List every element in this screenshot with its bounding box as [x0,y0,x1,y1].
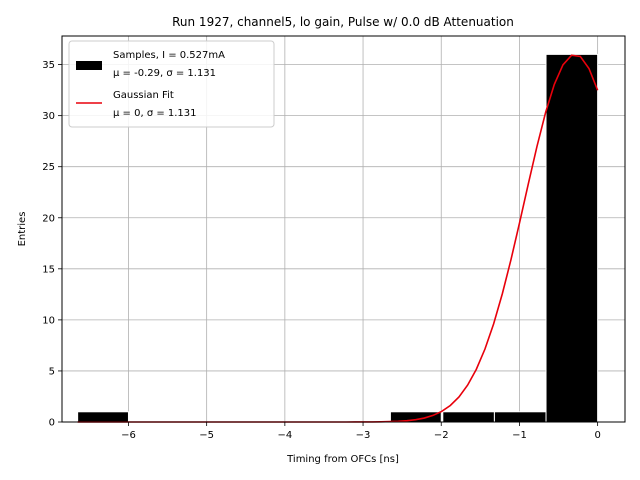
histogram-bars [77,53,599,423]
y-tick-label: 10 [42,315,55,326]
y-tick-label: 35 [42,60,55,71]
y-tick-label: 20 [42,213,55,224]
histogram-bar [545,53,599,423]
legend-fit-stats: μ = 0, σ = 1.131 [113,108,197,119]
y-axis: 0 5 10 15 20 25 30 35 [42,60,62,429]
x-tick-label: −5 [199,430,214,441]
x-tick-label: −3 [356,430,371,441]
legend-samples-label: Samples, I = 0.527mA [113,50,225,61]
x-tick-label: −4 [277,430,292,441]
y-tick-label: 0 [49,418,55,429]
x-tick-label: 0 [594,430,600,441]
x-tick-label: −6 [121,430,136,441]
y-tick-label: 15 [42,264,55,275]
y-tick-label: 5 [49,366,55,377]
legend: Samples, I = 0.527mA μ = -0.29, σ = 1.13… [68,40,275,128]
plot-frame [61,35,626,423]
histogram-bar [442,411,495,423]
histogram-bar [493,411,547,423]
x-tick-label: −2 [434,430,449,441]
x-tick-label: −1 [512,430,527,441]
y-tick-label: 30 [42,111,55,122]
grid [62,36,625,423]
y-tick-label: 25 [42,162,55,173]
legend-samples-swatch [76,61,102,70]
y-axis-label: Entries [17,212,28,247]
x-axis-label: Timing from OFCs [ns] [286,454,399,465]
chart-title: Run 1927, channel5, lo gain, Pulse w/ 0.… [172,15,514,29]
legend-fit-label: Gaussian Fit [113,90,174,101]
histogram-bar [389,411,442,423]
histogram-bar [77,411,129,423]
legend-samples-stats: μ = -0.29, σ = 1.131 [113,68,216,79]
x-axis: −6 −5 −4 −3 −2 −1 0 [121,422,601,441]
legend-box [68,40,275,128]
